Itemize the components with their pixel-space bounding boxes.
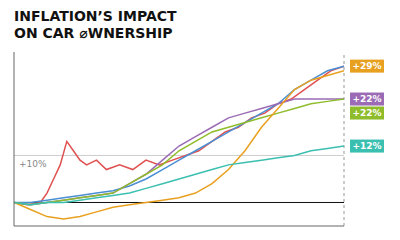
html-text:ON CAR ⌀WNERSHIP: ON CAR ⌀WNERSHIP (14, 25, 173, 41)
svg-text:+12%: +12% (352, 141, 381, 151)
svg-text:+10%: +10% (19, 159, 47, 169)
html-text:INFLATION’S IMPACT: INFLATION’S IMPACT (14, 8, 177, 24)
svg-text:+29%: +29% (352, 61, 381, 71)
svg-text:+22%: +22% (352, 94, 381, 104)
svg-text:+22%: +22% (352, 108, 381, 118)
